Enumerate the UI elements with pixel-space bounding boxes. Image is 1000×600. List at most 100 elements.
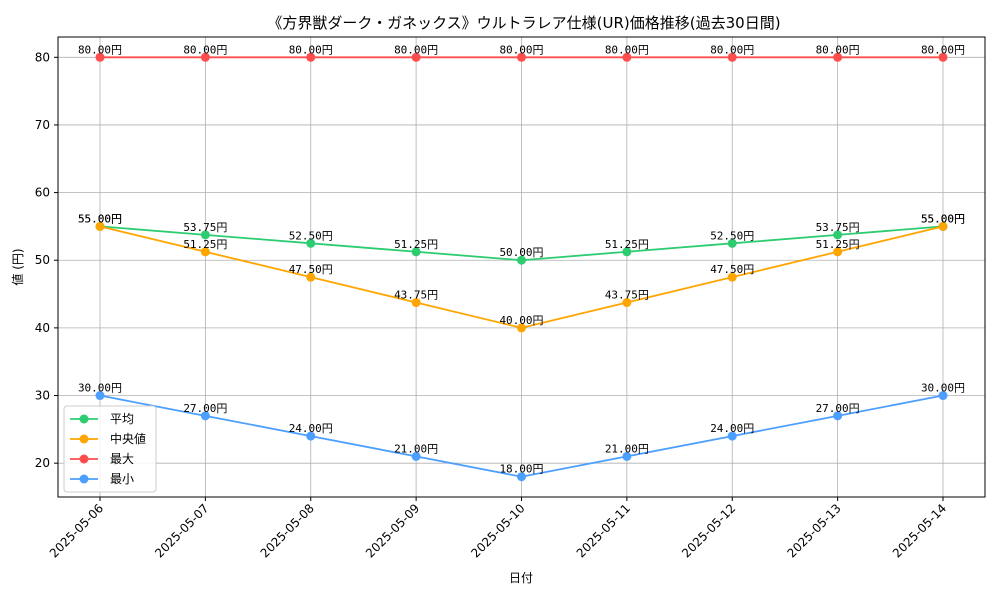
data-label: 40.00円 — [499, 314, 543, 327]
y-axis-ticks: 20 30 40 50 60 70 80 — [35, 50, 58, 470]
data-point — [833, 230, 843, 240]
data-label: 53.75円 — [183, 221, 227, 234]
y-tick-label: 40 — [35, 321, 50, 335]
legend-marker — [79, 454, 89, 464]
data-label: 53.75円 — [816, 221, 860, 234]
data-point — [938, 221, 948, 231]
y-tick-label: 80 — [35, 50, 50, 64]
data-label: 80.00円 — [78, 43, 122, 56]
data-point — [411, 247, 421, 257]
data-label: 27.00円 — [816, 402, 860, 415]
data-label: 30.00円 — [921, 382, 965, 395]
chart-title: 《方界獣ダーク・ガネックス》ウルトラレア仕様(UR)価格推移(過去30日間) — [267, 14, 780, 32]
x-tick-label: 2025-05-08 — [258, 501, 317, 560]
x-tick-label: 2025-05-14 — [890, 501, 949, 560]
data-point — [517, 52, 526, 62]
data-point — [200, 247, 210, 257]
data-point — [517, 472, 526, 482]
data-label: 55.00円 — [921, 212, 965, 225]
data-point — [833, 247, 843, 257]
data-label: 52.50円 — [710, 229, 754, 242]
data-point — [306, 431, 316, 441]
data-point — [411, 298, 421, 308]
legend-label: 最小 — [110, 472, 134, 486]
data-point — [727, 272, 737, 282]
data-label: 43.75円 — [605, 289, 649, 302]
data-point — [95, 391, 105, 401]
data-label: 18.00円 — [499, 463, 543, 476]
data-label: 30.00円 — [78, 382, 122, 395]
data-labels: 55.00円 53.75円 52.50円 51.25円 50.00円 51.25円 52.5… — [78, 43, 965, 475]
data-point — [938, 52, 948, 62]
y-tick-label: 50 — [35, 253, 50, 267]
data-label: 80.00円 — [921, 43, 965, 56]
data-point — [622, 52, 632, 62]
legend-frame — [63, 405, 157, 493]
data-label: 47.50円 — [710, 263, 754, 276]
data-point — [727, 52, 737, 62]
data-label: 55.00円 — [78, 212, 122, 225]
legend-label: 最大 — [110, 452, 134, 466]
data-point — [727, 238, 737, 248]
x-tick-label: 2025-05-07 — [152, 501, 211, 560]
data-label: 51.25円 — [816, 238, 860, 251]
y-axis-label: 値 (円) — [10, 248, 25, 285]
data-label: 80.00円 — [394, 43, 438, 56]
data-point — [622, 247, 632, 257]
x-axis-ticks: 2025-05-06 2025-05-07 2025-05-08 2025-05-09… — [47, 497, 949, 560]
x-tick-label: 2025-05-10 — [468, 501, 527, 560]
grid — [58, 37, 985, 497]
data-label: 50.00円 — [499, 246, 543, 259]
data-label: 51.25円 — [183, 238, 227, 251]
x-tick-label: 2025-05-13 — [785, 501, 844, 560]
data-point — [622, 298, 632, 308]
legend-marker — [79, 414, 89, 424]
data-label: 21.00円 — [394, 442, 438, 455]
x-axis-label: 日付 — [509, 571, 533, 585]
data-point — [306, 272, 316, 282]
data-label: 80.00円 — [499, 43, 543, 56]
legend-label: 平均 — [110, 412, 134, 426]
data-label: 24.00円 — [710, 422, 754, 435]
data-label: 51.25円 — [394, 238, 438, 251]
data-label: 27.00円 — [183, 402, 227, 415]
y-tick-label: 70 — [35, 118, 50, 132]
data-point — [517, 255, 526, 265]
data-point — [306, 52, 316, 62]
x-tick-label: 2025-05-11 — [574, 501, 633, 560]
data-label: 47.50円 — [289, 263, 333, 276]
data-point — [95, 52, 105, 62]
data-point — [306, 238, 316, 248]
data-point — [833, 52, 843, 62]
x-tick-label: 2025-05-09 — [363, 501, 422, 560]
data-label: 21.00円 — [605, 442, 649, 455]
data-label: 80.00円 — [816, 43, 860, 56]
data-point — [622, 451, 632, 461]
data-label: 52.50円 — [289, 229, 333, 242]
data-point — [200, 230, 210, 240]
legend-label: 中央値 — [110, 431, 146, 446]
data-label: 24.00円 — [289, 422, 333, 435]
data-point — [200, 411, 210, 421]
data-point — [411, 451, 421, 461]
data-point — [517, 323, 526, 333]
data-label: 80.00円 — [289, 43, 333, 56]
data-label: 55.00円 — [921, 212, 965, 225]
data-point — [833, 411, 843, 421]
data-point — [95, 221, 105, 231]
data-point — [411, 52, 421, 62]
data-label: 80.00円 — [183, 43, 227, 56]
y-tick-label: 60 — [35, 186, 50, 200]
data-label: 80.00円 — [605, 43, 649, 56]
legend-marker — [79, 434, 89, 444]
data-point — [200, 52, 210, 62]
legend-marker — [79, 474, 89, 484]
data-point — [938, 391, 948, 401]
data-label: 80.00円 — [710, 43, 754, 56]
series-group — [95, 52, 948, 482]
y-tick-label: 30 — [35, 389, 50, 403]
data-label: 55.00円 — [78, 212, 122, 225]
x-tick-label: 2025-05-12 — [679, 501, 738, 560]
